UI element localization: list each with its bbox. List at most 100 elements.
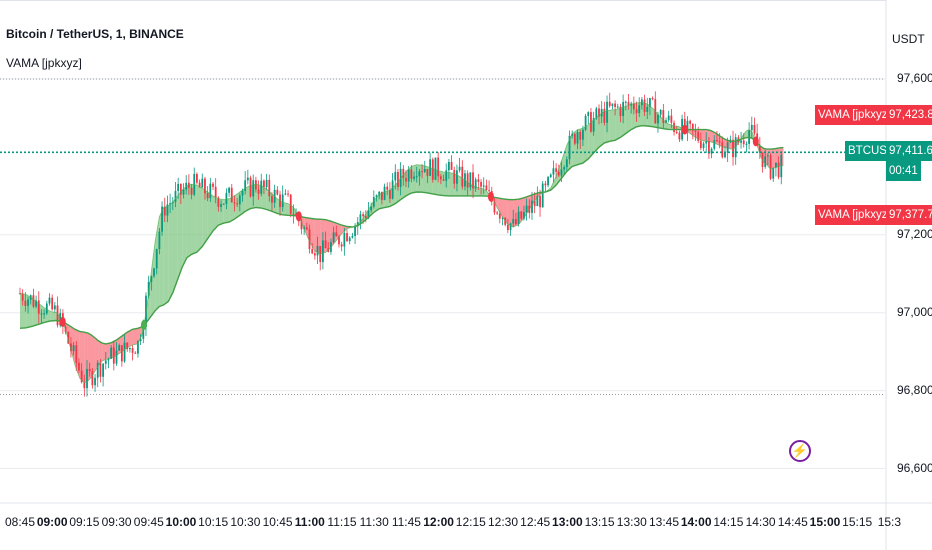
candle-body <box>772 167 775 179</box>
candle-body <box>206 193 209 199</box>
cloud-segment <box>314 218 321 255</box>
countdown-tag: 00:41 <box>886 161 921 181</box>
cloud-segment <box>768 149 770 168</box>
candle-body <box>619 106 622 116</box>
candle-body <box>493 201 496 213</box>
candle-body <box>362 214 365 217</box>
lightning-icon[interactable]: ⚡ <box>789 440 811 462</box>
candle-body <box>624 101 627 103</box>
x-tick-label: 13:30 <box>616 515 647 529</box>
candle-body <box>635 109 638 114</box>
candle-body <box>721 142 724 158</box>
x-tick-label: 11:00 <box>294 515 325 529</box>
candle-body <box>51 297 54 310</box>
candle-body <box>699 140 702 149</box>
candle-body <box>482 185 485 187</box>
candle-body <box>78 362 80 371</box>
candle-body <box>254 180 257 190</box>
candle-body <box>48 297 51 304</box>
candle-body <box>418 171 421 177</box>
candle-body <box>565 159 568 168</box>
candle-body <box>777 162 780 178</box>
candle-body <box>461 166 464 187</box>
cloud-segment <box>159 207 164 307</box>
candle-body <box>86 368 88 389</box>
cloud-segment <box>223 198 230 224</box>
candle-body <box>512 219 515 224</box>
candle-body <box>705 141 708 144</box>
candle-body <box>147 281 150 296</box>
cloud-segment <box>146 275 151 323</box>
cloud-segment <box>137 326 143 344</box>
cloud-segment <box>127 329 133 348</box>
x-tick-label: 15:15 <box>842 515 873 529</box>
candle-body <box>638 105 641 114</box>
cloud-segment <box>663 119 669 130</box>
candle-body <box>750 124 753 131</box>
candle-body <box>488 190 490 192</box>
cloud-segment <box>700 129 707 142</box>
y-tick-label: 97,600.00 <box>897 71 932 85</box>
x-tick-label: 12:45 <box>520 515 551 529</box>
x-tick-label: 09:45 <box>133 515 164 529</box>
cross-marker <box>295 211 302 222</box>
cross-marker <box>752 136 759 147</box>
cloud-segment <box>723 138 728 149</box>
candle-body <box>134 352 137 354</box>
x-tick-label: 14:30 <box>745 515 776 529</box>
currency-label[interactable]: USDT <box>892 32 925 46</box>
candle-body <box>716 140 718 142</box>
candle-body <box>710 148 713 154</box>
candle-body <box>560 169 563 176</box>
cloud-segment <box>432 168 439 195</box>
candle-body <box>102 363 104 377</box>
candle-body <box>753 124 756 134</box>
x-tick-label: 10:30 <box>230 515 261 529</box>
candle-body <box>72 345 75 352</box>
x-tick-label: 12:15 <box>455 515 486 529</box>
candle-body <box>380 191 383 200</box>
candle-body <box>485 185 488 191</box>
candle-body <box>305 227 308 230</box>
cloud-segment <box>132 328 138 345</box>
x-tick-label: 15:00 <box>809 515 841 529</box>
candle-body <box>348 237 351 242</box>
candle-body <box>397 171 399 187</box>
candle-body <box>80 370 83 383</box>
x-tick-label: 13:45 <box>648 515 680 529</box>
cloud-segment <box>182 185 187 267</box>
candle-body <box>496 212 499 214</box>
cloud-segment <box>710 130 715 144</box>
candle-body <box>740 140 742 143</box>
indicator-legend[interactable]: VAMA [jpkxyz] <box>6 56 82 70</box>
candle-body <box>450 161 453 170</box>
candle-body <box>662 110 665 123</box>
candle-body <box>742 140 745 145</box>
candle-body <box>244 180 247 191</box>
candle-body <box>335 232 338 237</box>
candle-body <box>356 222 359 227</box>
candle-body <box>469 172 472 188</box>
cloud-segment <box>172 195 178 293</box>
candle-body <box>99 362 102 377</box>
candle-body <box>217 197 220 207</box>
candle-body <box>442 179 445 181</box>
candle-body <box>445 170 448 181</box>
candle-body <box>603 108 606 123</box>
candle-body <box>115 350 118 364</box>
candle-body <box>665 120 667 123</box>
candle-body <box>517 211 520 225</box>
candle-body <box>40 313 43 315</box>
candle-body <box>547 176 549 186</box>
candle-body <box>458 166 461 171</box>
candle-body <box>230 187 233 203</box>
candle-body <box>123 342 126 362</box>
candle-body <box>163 206 166 216</box>
candle-body <box>19 293 21 295</box>
cloud-segment <box>772 148 775 169</box>
candle-body <box>131 348 134 353</box>
cloud-segment <box>91 335 96 377</box>
candle-body <box>35 300 37 307</box>
candle-body <box>24 300 27 306</box>
